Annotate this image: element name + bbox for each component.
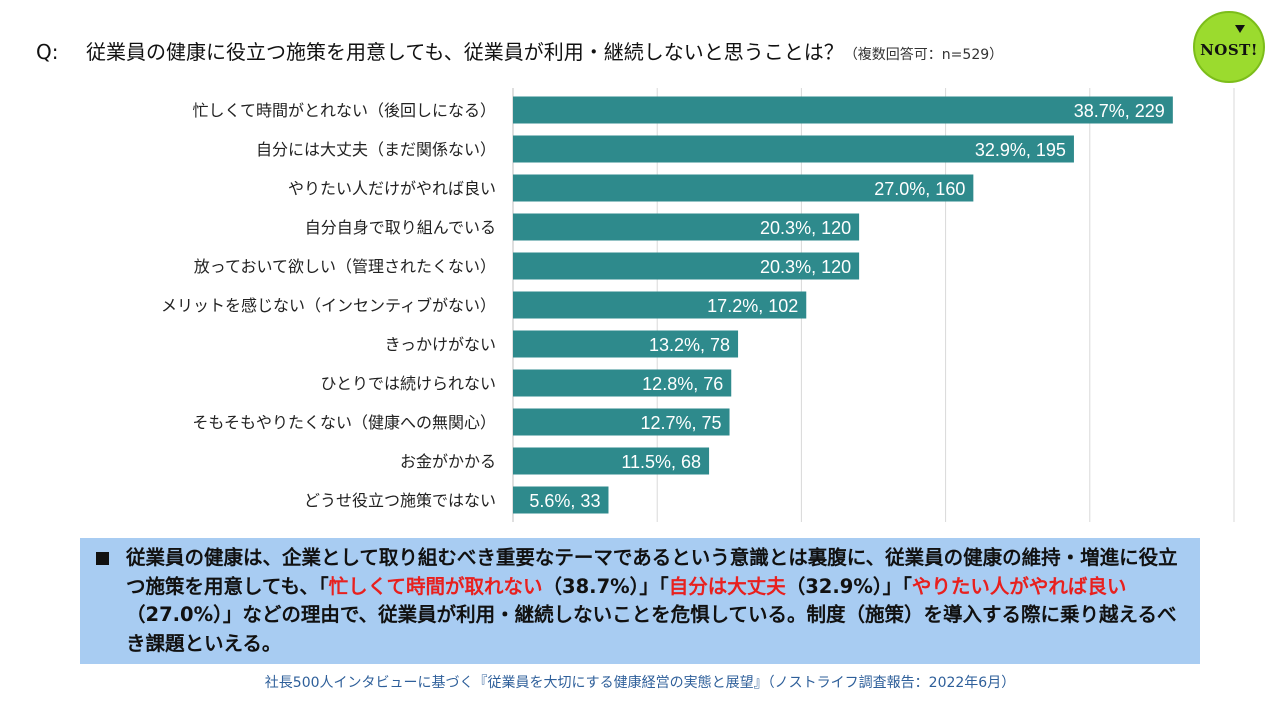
category-label: やりたい人だけがやれば良い [288,179,496,198]
category-label: お金がかかる [400,452,496,471]
summary-pct-1: （38.7%）」「 [542,574,669,598]
data-label: 38.7%, 229 [1074,101,1165,121]
summary-pct-2: （32.9%）」「 [785,574,912,598]
bar [513,174,974,202]
category-label: 忙しくて時間がとれない（後回しになる） [192,101,496,120]
square-bullet-icon [96,552,109,565]
summary-box: 従業員の健康は、企業として取り組むべき重要なテーマであるという意識とは裏腹に、従… [80,538,1200,664]
data-label: 13.2%, 78 [649,335,730,355]
data-label: 12.8%, 76 [642,374,723,394]
question-text: 従業員の健康に役立つ施策を用意しても、従業員が利用・継続しないと思うことは？ [86,40,844,64]
data-label: 5.6%, 33 [529,491,600,511]
category-label: 放っておいて欲しい（管理されたくない） [194,257,496,276]
nost-logo: NOST! [1193,11,1265,83]
data-label: 27.0%, 160 [874,179,965,199]
bar [513,447,710,475]
source-citation: 社長500人インタビューに基づく『従業員を大切にする健康経営の実態と展望』（ノス… [264,675,1016,691]
summary-text-1: 従業員の健康は、企業として取り組むべき重要なテーマであるという意識とは裏腹に、従… [126,546,1178,598]
question-title: Q: 従業員の健康に役立つ施策を用意しても、従業員が利用・継続しないと思うことは？… [36,36,1196,65]
bar [513,408,730,436]
summary-pct-3: （27.0%）」 [126,603,243,626]
bar [513,291,807,319]
bar [513,213,860,241]
category-label: どうせ役立つ施策ではない [304,491,496,510]
question-prefix: Q: [36,40,59,64]
logo-text: NOST! [1200,41,1258,59]
summary-highlight-2: 自分は大丈夫 [668,574,786,598]
summary-highlight-1: 忙しくて時間が取れない [328,574,543,598]
category-label: ひとりでは続けられない [320,374,496,393]
category-label: 自分には大丈夫（まだ関係ない） [256,140,496,159]
bar [513,252,860,280]
logo-triangle-icon [1235,25,1245,33]
summary-text-2: などの理由で、従業員が利用・継続しないことを危惧している。制度（施策）を導入する… [126,603,1177,655]
category-label: きっかけがない [385,335,496,354]
bar [513,369,732,397]
data-label: 12.7%, 75 [640,413,721,433]
data-label: 20.3%, 120 [760,218,851,238]
category-label: そもそもやりたくない（健康への無関心） [192,413,496,432]
summary-highlight-3: やりたい人がやれば良い [911,574,1127,598]
category-label: メリットを感じない（インセンティブがない） [161,296,496,315]
data-label: 17.2%, 102 [707,296,798,316]
bar [513,135,1074,163]
bar [513,330,739,358]
question-note: （複数回答可：n=529） [843,47,1004,63]
data-label: 11.5%, 68 [621,452,701,472]
data-label: 32.9%, 195 [975,140,1066,160]
category-label: 自分自身で取り組んでいる [305,218,496,237]
data-label: 20.3%, 120 [760,257,851,277]
bar [513,486,609,514]
bar-chart: 忙しくて時間がとれない（後回しになる） 38.7%, 229 自分には大丈夫（まだ関… [161,88,1235,522]
bar [513,96,1173,124]
